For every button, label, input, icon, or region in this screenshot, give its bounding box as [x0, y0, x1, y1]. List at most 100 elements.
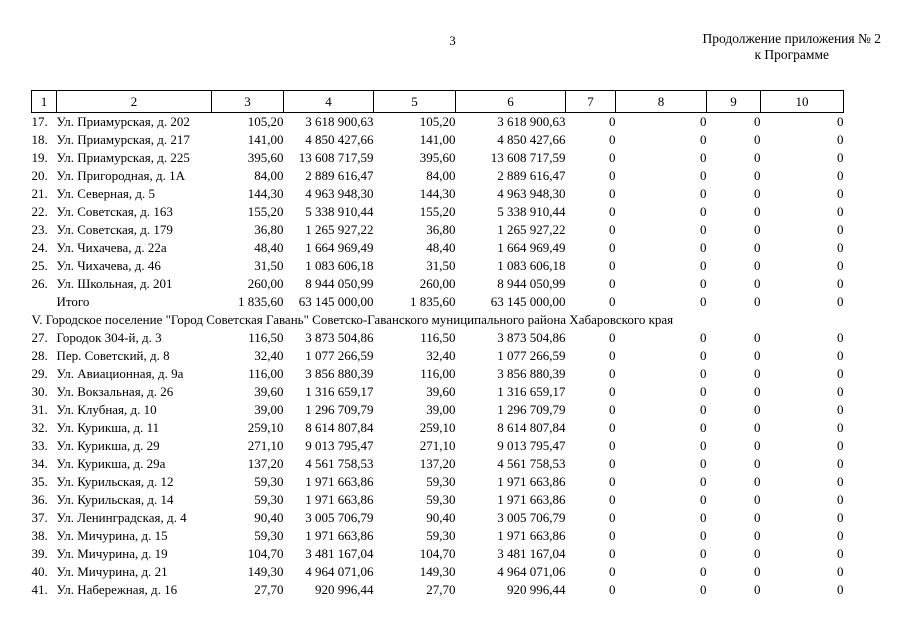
value-cell: 141,00: [419, 132, 456, 147]
table-row: 28. Пер. Советский, д. 8 32,40 1 077 266,59…: [32, 347, 844, 365]
value-cell: 1 296 709,79: [497, 402, 566, 417]
value-cell: 0: [609, 438, 616, 453]
address-cell: Ул. Приамурская, д. 217: [56, 132, 190, 147]
value-cell: 0: [700, 348, 707, 363]
value-cell: 271,10: [247, 438, 284, 453]
value-cell: 395,60: [247, 150, 284, 165]
table-header-row: 1 2 3 4 5 6 7 8 9 10: [31, 90, 844, 113]
column-header-6: 6: [455, 90, 566, 113]
value-cell: 0: [754, 258, 761, 273]
value-cell: 0: [609, 510, 616, 525]
value-cell: 3 856 880,39: [497, 366, 566, 381]
table-row: 31. Ул. Клубная, д. 10 39,00 1 296 709,79 39…: [32, 401, 844, 419]
value-cell: 0: [700, 258, 707, 273]
value-cell: 8 944 050,99: [497, 276, 566, 291]
value-cell: 3 873 504,86: [497, 330, 566, 345]
table-row: 38. Ул. Мичурина, д. 15 59,30 1 971 663,86 5…: [32, 527, 844, 545]
value-cell: 1 316 659,17: [305, 384, 374, 399]
table-row: 20. Ул. Пригородная, д. 1А 84,00 2 889 616,…: [32, 167, 844, 185]
value-cell: 0: [700, 582, 707, 597]
total-row: Итого 1 835,60 63 145 000,00 1 835,60 63 145…: [32, 293, 844, 311]
value-cell: 3 005 706,79: [497, 510, 566, 525]
value-cell: 0: [700, 528, 707, 543]
value-cell: 1 083 606,18: [305, 258, 374, 273]
value-cell: 0: [609, 204, 616, 219]
value-cell: 0: [700, 402, 707, 417]
value-cell: 0: [700, 240, 707, 255]
value-cell: 3 873 504,86: [305, 330, 374, 345]
value-cell: 149,30: [419, 564, 456, 579]
value-cell: 0: [609, 150, 616, 165]
value-cell: 0: [754, 294, 761, 309]
value-cell: 0: [609, 384, 616, 399]
table-row: 34. Ул. Курикша, д. 29а 137,20 4 561 758,53…: [32, 455, 844, 473]
row-number-cell: 19.: [31, 150, 48, 165]
value-cell: 4 850 427,66: [305, 132, 374, 147]
address-cell: Ул. Мичурина, д. 19: [56, 546, 168, 561]
value-cell: 0: [837, 528, 844, 543]
address-cell: Ул. Курильская, д. 14: [56, 492, 174, 507]
value-cell: 0: [754, 456, 761, 471]
value-cell: 0: [700, 168, 707, 183]
row-number-cell: 30.: [31, 384, 48, 399]
value-cell: 0: [837, 114, 844, 129]
value-cell: 0: [837, 474, 844, 489]
value-cell: 0: [754, 402, 761, 417]
page-number: 3: [449, 33, 456, 48]
value-cell: 149,30: [247, 564, 284, 579]
value-cell: 0: [700, 276, 707, 291]
section-title: V. Городское поселение "Город Советская …: [31, 312, 674, 327]
value-cell: 48,40: [426, 240, 456, 255]
row-number-cell: 33.: [31, 438, 48, 453]
value-cell: 0: [609, 222, 616, 237]
value-cell: 0: [609, 582, 616, 597]
address-cell: Ул. Вокзальная, д. 26: [56, 384, 174, 399]
value-cell: 0: [700, 438, 707, 453]
value-cell: 260,00: [419, 276, 456, 291]
row-number-cell: 17.: [31, 114, 48, 129]
value-cell: 137,20: [247, 456, 284, 471]
value-cell: 90,40: [254, 510, 284, 525]
table-row: 39. Ул. Мичурина, д. 19 104,70 3 481 167,04…: [32, 545, 844, 563]
value-cell: 0: [754, 366, 761, 381]
address-cell: Ул. Советская, д. 179: [56, 222, 173, 237]
column-header-10: 10: [760, 90, 844, 113]
value-cell: 0: [754, 564, 761, 579]
address-cell: Ул. Ленинградская, д. 4: [56, 510, 187, 525]
table-head: 1 2 3 4 5 6 7 8 9 10: [31, 90, 844, 113]
address-cell: Ул. Клубная, д. 10: [56, 402, 157, 417]
value-cell: 13 608 717,59: [298, 150, 374, 165]
address-cell: Ул. Советская, д. 163: [56, 204, 173, 219]
value-cell: 1 083 606,18: [497, 258, 566, 273]
value-cell: 1 971 663,86: [497, 474, 566, 489]
value-cell: 0: [700, 456, 707, 471]
row-number-cell: 22.: [31, 204, 48, 219]
value-cell: 0: [754, 222, 761, 237]
row-number-cell: 18.: [31, 132, 48, 147]
column-header-9: 9: [706, 90, 761, 113]
address-cell: Ул. Мичурина, д. 21: [56, 564, 168, 579]
value-cell: 0: [609, 366, 616, 381]
value-cell: 141,00: [247, 132, 284, 147]
column-header-7: 7: [565, 90, 616, 113]
value-cell: 1 971 663,86: [305, 492, 374, 507]
value-cell: 155,20: [247, 204, 284, 219]
appendix-note-line2: к Программе: [754, 47, 829, 62]
value-cell: 0: [609, 330, 616, 345]
value-cell: 0: [754, 474, 761, 489]
appendix-note: Продолжение приложения № 2 к Программе: [702, 31, 881, 63]
value-cell: 0: [837, 510, 844, 525]
value-cell: 0: [700, 420, 707, 435]
column-header-2: 2: [56, 90, 212, 113]
value-cell: 0: [837, 276, 844, 291]
value-cell: 0: [609, 168, 616, 183]
value-cell: 0: [754, 168, 761, 183]
value-cell: 31,50: [254, 258, 284, 273]
section-row: V. Городское поселение "Город Советская …: [32, 311, 844, 329]
value-cell: 0: [609, 402, 616, 417]
value-cell: 1 077 266,59: [497, 348, 566, 363]
value-cell: 0: [754, 240, 761, 255]
value-cell: 4 963 948,30: [497, 186, 566, 201]
table-row: 41. Ул. Набережная, д. 16 27,70 920 996,44 2…: [32, 581, 844, 599]
value-cell: 144,30: [419, 186, 456, 201]
